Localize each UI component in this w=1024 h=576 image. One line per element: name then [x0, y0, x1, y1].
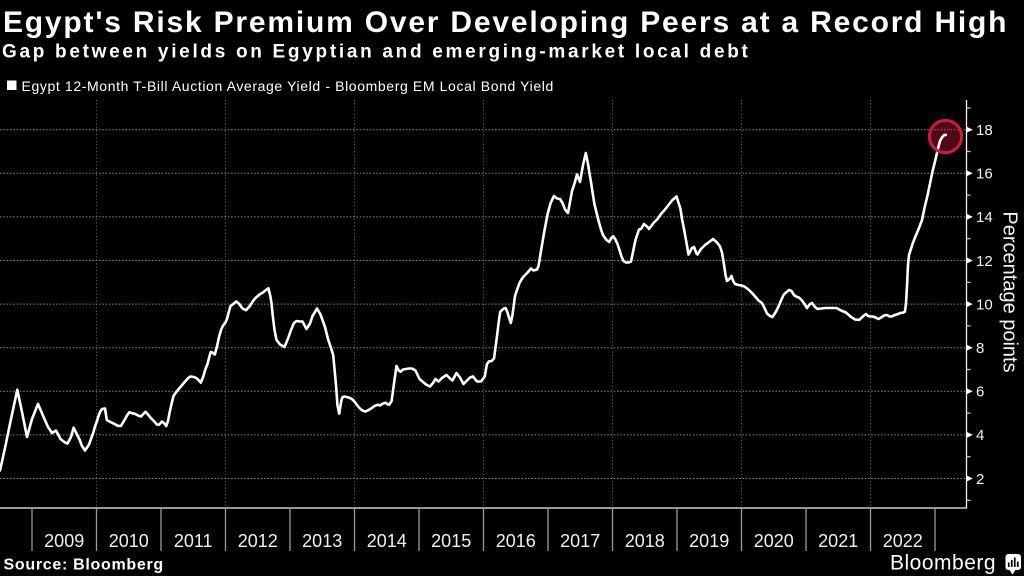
svg-text:10: 10: [976, 296, 993, 313]
svg-text:2014: 2014: [367, 531, 407, 551]
svg-text:12: 12: [976, 253, 993, 270]
svg-text:2010: 2010: [109, 531, 149, 551]
svg-text:2015: 2015: [431, 531, 471, 551]
svg-text:Percentage points: Percentage points: [999, 211, 1021, 372]
svg-text:2012: 2012: [238, 531, 278, 551]
svg-text:Bloomberg: Bloomberg: [890, 552, 996, 575]
svg-text:Egypt 12-Month T-Bill Auction: Egypt 12-Month T-Bill Auction Average Yi…: [22, 78, 554, 94]
svg-text:2020: 2020: [754, 531, 794, 551]
svg-text:2019: 2019: [689, 531, 729, 551]
svg-text:Source: Bloomberg: Source: Bloomberg: [4, 557, 164, 574]
svg-text:2016: 2016: [496, 531, 536, 551]
svg-text:2018: 2018: [625, 531, 665, 551]
svg-text:2013: 2013: [302, 531, 342, 551]
svg-text:4: 4: [976, 427, 984, 444]
svg-text:2011: 2011: [174, 531, 213, 551]
svg-text:Gap between yields on Egyptian: Gap between yields on Egyptian and emerg…: [2, 42, 751, 63]
svg-text:6: 6: [976, 384, 984, 401]
svg-text:2021: 2021: [818, 531, 858, 551]
svg-text:2: 2: [976, 471, 984, 488]
svg-text:14: 14: [976, 209, 993, 226]
svg-text:Egypt's Risk Premium Over Deve: Egypt's Risk Premium Over Developing Pee…: [3, 6, 1008, 39]
svg-text:8: 8: [976, 340, 984, 357]
svg-text:2022: 2022: [883, 531, 923, 551]
svg-text:18: 18: [976, 122, 993, 139]
svg-text:16: 16: [976, 166, 993, 183]
svg-text:2017: 2017: [560, 531, 600, 551]
svg-text:2009: 2009: [44, 531, 84, 551]
